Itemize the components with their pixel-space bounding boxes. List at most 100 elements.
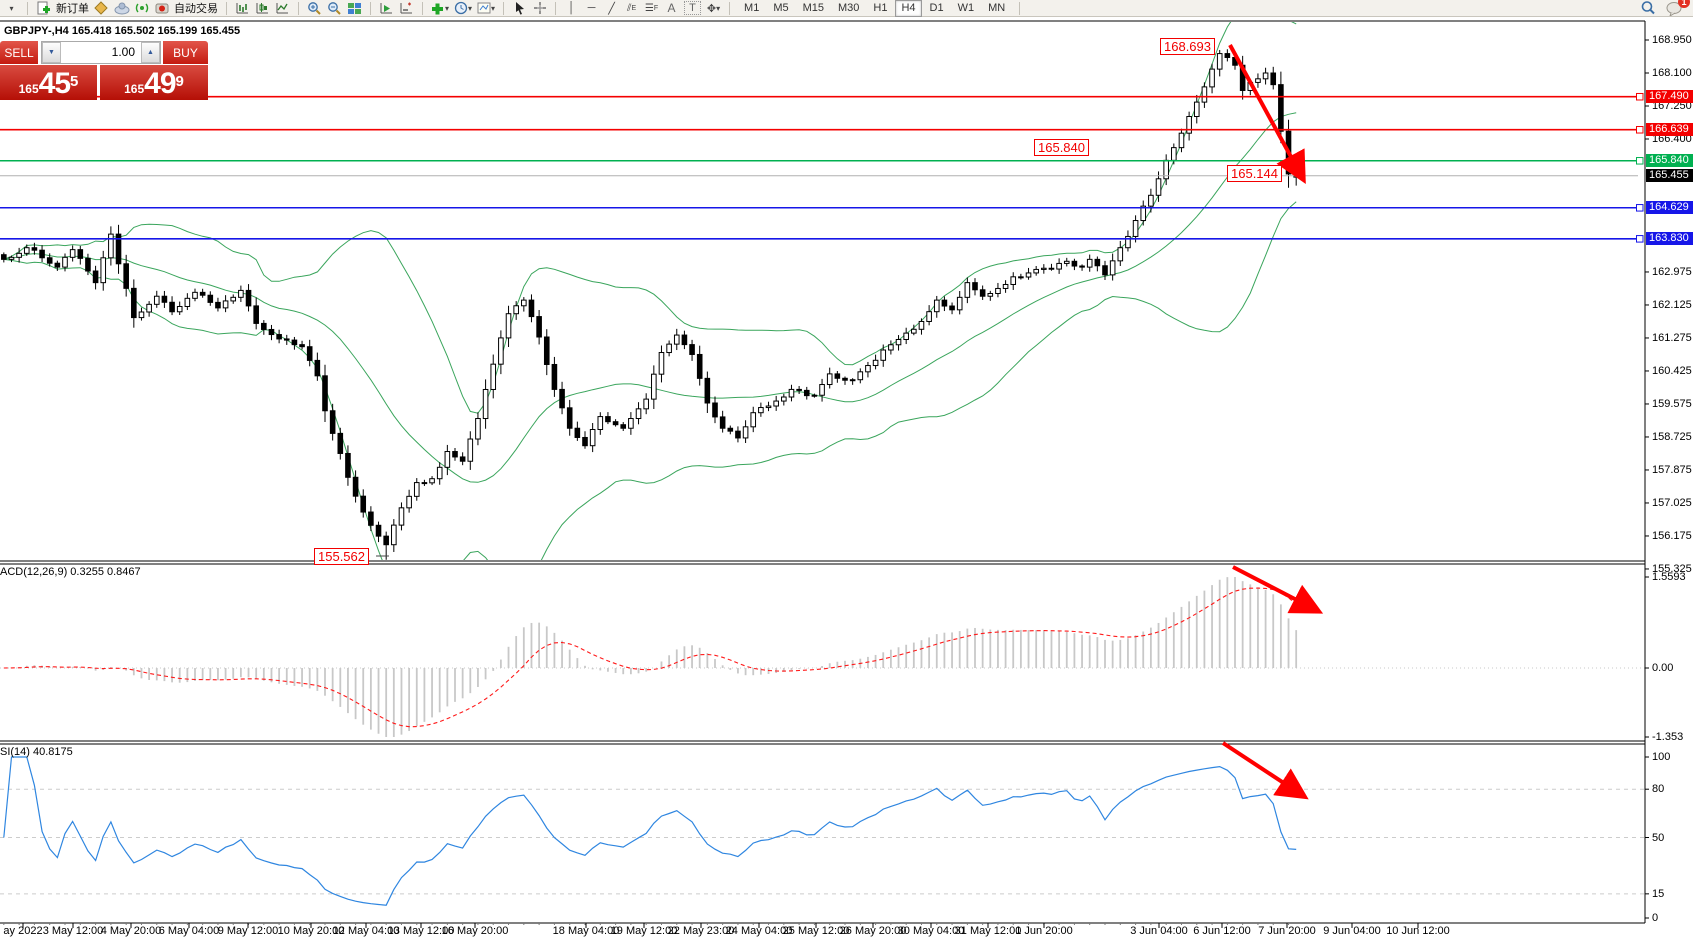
arrows-dropdown[interactable]: ✥ ▾ — [706, 2, 721, 15]
search-icon[interactable] — [1640, 1, 1656, 16]
community-profile-icon[interactable] — [114, 1, 130, 16]
svg-text:10 Jun 12:00: 10 Jun 12:00 — [1386, 925, 1450, 937]
svg-text:4 May 20:00: 4 May 20:00 — [101, 925, 162, 937]
new-order-label: 新订单 — [56, 3, 89, 15]
timeframe-button-W1[interactable]: W1 — [957, 1, 975, 14]
buy-button[interactable]: BUY — [163, 41, 208, 64]
candlestick-mode-icon[interactable] — [255, 1, 270, 16]
symbol-ohlc-line: GBPJPY-,H4 165.418 165.502 165.199 165.4… — [4, 25, 241, 37]
svg-text:1 Jun 20:00: 1 Jun 20:00 — [1015, 925, 1073, 937]
volume-decrease-button[interactable]: ▼ — [42, 42, 61, 63]
autotrading-status-icon — [155, 3, 169, 14]
price-axis-tick: 168.950 — [1652, 34, 1692, 46]
price-annotation: 168.693 — [1160, 38, 1215, 55]
volume-input[interactable]: 1.00 — [111, 45, 135, 59]
svg-text:25 May 12:00: 25 May 12:00 — [783, 925, 850, 937]
timeframe-button-H4[interactable]: H4 — [895, 0, 922, 17]
cursor-icon[interactable] — [512, 1, 527, 16]
auto-scroll-icon[interactable] — [379, 1, 394, 16]
toolbar-separator — [555, 1, 557, 15]
level-price-label[interactable]: 166.639 — [1646, 122, 1693, 136]
timeframe-button-H1[interactable]: H1 — [873, 1, 888, 14]
toolbar-separator — [1019, 1, 1021, 15]
styler-bucket-icon[interactable] — [94, 1, 109, 16]
svg-text:30 May 04:00: 30 May 04:00 — [898, 925, 965, 937]
svg-text:13 May 12:00: 13 May 12:00 — [388, 925, 455, 937]
rsi-axis-tick: 80 — [1652, 783, 1665, 796]
one-click-trading-panel: SELL ▼ 1.00 ▲ BUY 165 45 5 165 49 9 — [0, 41, 208, 100]
buy-price-tile[interactable]: 165 49 9 — [100, 65, 208, 100]
chart-shift-icon[interactable] — [399, 1, 414, 16]
text-tool[interactable]: A — [667, 1, 676, 15]
toolbar-separator — [422, 1, 423, 15]
timeframe-button-M30[interactable]: M30 — [838, 1, 860, 14]
vertical-line-tool[interactable]: │ — [568, 2, 575, 14]
equidistant-channel-tool[interactable]: ⫽ E — [626, 2, 637, 14]
toolbar-separator — [226, 1, 227, 15]
svg-text:3 May 12:00: 3 May 12:00 — [43, 925, 104, 937]
toolbar-separator — [729, 1, 731, 15]
price-axis-tick: 157.025 — [1652, 496, 1692, 509]
buy-price-pip: 9 — [175, 73, 184, 90]
svg-text:18 May 04:00: 18 May 04:00 — [553, 925, 620, 937]
timeframe-button-M1[interactable]: M1 — [744, 1, 760, 14]
periods-dropdown[interactable]: ▾ — [454, 1, 472, 16]
sell-price-tile[interactable]: 165 45 5 — [0, 65, 97, 100]
trendline-tool[interactable]: ╱ — [608, 2, 615, 15]
rsi-axis-tick: 15 — [1652, 887, 1665, 900]
document-plus-icon — [37, 1, 50, 14]
level-price-label[interactable]: 167.490 — [1646, 89, 1693, 103]
svg-text:ay 2022: ay 2022 — [3, 925, 42, 937]
level-price-label[interactable]: 163.830 — [1646, 231, 1693, 245]
autotrading-button[interactable]: 自动交易 — [155, 1, 218, 16]
sell-price-prefix: 165 — [18, 82, 39, 96]
signal-icon[interactable] — [135, 1, 150, 16]
line-chart-mode-icon[interactable] — [275, 1, 290, 16]
bar-chart-mode-icon[interactable] — [235, 1, 250, 16]
price-axis-tick: 157.875 — [1652, 463, 1692, 476]
chevron-down-icon[interactable]: ▾ — [9, 3, 14, 13]
timeframe-button-group: M1 M5 M15 M30 H1 H4 D1 W1 MN — [738, 0, 1011, 17]
volume-stepper: ▼ 1.00 ▲ — [41, 41, 161, 64]
text-label-tool[interactable]: T — [684, 1, 702, 15]
price-axis-tick: 167.250 — [1652, 100, 1692, 112]
svg-text:12 May 04:00: 12 May 04:00 — [333, 925, 400, 937]
timeframe-button-M15[interactable]: M15 — [802, 1, 825, 14]
price-axis-tick: 159.575 — [1652, 397, 1692, 410]
main-toolbar: ▾ 新订单 自动交易 — [0, 0, 1693, 17]
price-axis-tick: 162.975 — [1652, 265, 1692, 278]
volume-increase-button[interactable]: ▲ — [141, 42, 160, 63]
price-annotation: 165.144 — [1227, 165, 1282, 182]
current-price-label[interactable]: 165.455 — [1646, 168, 1693, 182]
svg-text:19 May 12:00: 19 May 12:00 — [611, 925, 678, 937]
horizontal-line-tool[interactable]: ─ — [587, 2, 596, 14]
rsi-indicator-label: SI(14) 40.8175 — [0, 746, 73, 758]
community-chat-icon[interactable]: 1 — [1666, 0, 1690, 16]
timeframe-button-MN[interactable]: MN — [988, 1, 1006, 14]
level-price-label[interactable]: 165.840 — [1646, 153, 1693, 167]
zoom-out-icon[interactable] — [327, 1, 342, 16]
fibonacci-tool[interactable]: ☰ F — [644, 2, 659, 14]
sell-price-big: 45 — [38, 67, 71, 100]
new-order-button[interactable]: 新订单 — [36, 1, 89, 16]
svg-text:7 Jun 20:00: 7 Jun 20:00 — [1258, 925, 1316, 937]
crosshair-icon[interactable] — [532, 1, 547, 16]
price-annotation: 165.840 — [1034, 139, 1089, 156]
level-price-label[interactable]: 164.629 — [1646, 200, 1693, 214]
timeframe-button-D1[interactable]: D1 — [929, 1, 944, 14]
tile-windows-icon[interactable] — [347, 1, 362, 16]
rsi-axis-tick: 50 — [1652, 831, 1665, 844]
autotrading-label: 自动交易 — [174, 3, 218, 15]
timeframe-button-M5[interactable]: M5 — [773, 1, 789, 14]
svg-text:9 Jun 04:00: 9 Jun 04:00 — [1323, 925, 1381, 937]
sell-button[interactable]: SELL — [0, 41, 38, 64]
templates-dropdown[interactable]: ▾ — [477, 1, 495, 16]
indicators-dropdown[interactable]: ▾ — [431, 1, 449, 16]
zoom-in-icon[interactable] — [307, 1, 322, 16]
notification-badge: 1 — [1678, 0, 1690, 8]
rsi-axis-tick: 100 — [1652, 751, 1671, 763]
price-axis-tick: 155.325 — [1652, 562, 1692, 575]
macd-axis-tick: 0.00 — [1652, 662, 1674, 674]
price-axis-tick: 161.275 — [1652, 331, 1692, 344]
